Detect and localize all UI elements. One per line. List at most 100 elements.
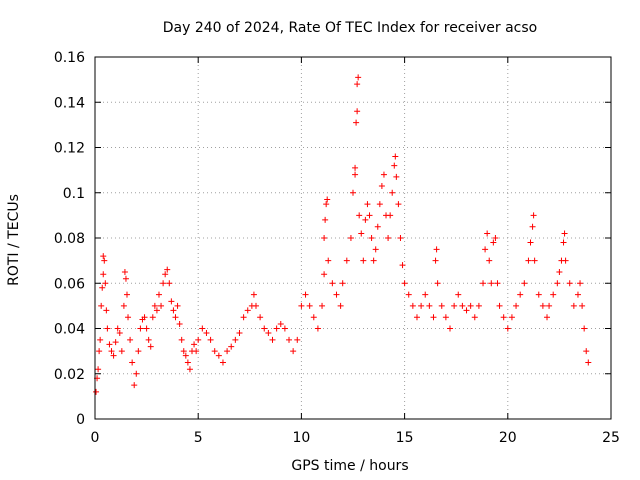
data-points — [93, 74, 592, 395]
data-point — [166, 280, 173, 287]
data-point — [455, 291, 462, 298]
data-point — [153, 307, 160, 314]
data-point — [374, 223, 381, 230]
data-point — [322, 216, 329, 223]
axis-ticks — [94, 56, 612, 420]
data-point — [535, 291, 542, 298]
data-point — [321, 271, 328, 278]
data-point — [133, 370, 140, 377]
data-point — [339, 280, 346, 287]
data-point — [581, 325, 588, 332]
x-tick-label: 20 — [499, 430, 517, 446]
y-tick-label: 0 — [76, 412, 85, 428]
data-point — [358, 230, 365, 237]
data-point — [426, 302, 433, 309]
data-point — [550, 291, 557, 298]
data-point — [324, 196, 331, 203]
data-point — [480, 280, 487, 287]
y-tick-label: 0.08 — [54, 231, 85, 247]
data-point — [118, 348, 125, 355]
data-point — [103, 307, 110, 314]
data-point — [405, 291, 412, 298]
data-point — [387, 212, 394, 219]
data-point — [232, 336, 239, 343]
data-point — [380, 171, 387, 178]
data-point — [193, 348, 200, 355]
x-tick-label: 15 — [396, 430, 414, 446]
data-point — [100, 253, 107, 260]
data-point — [513, 302, 520, 309]
data-point — [350, 189, 356, 196]
data-point — [447, 325, 454, 332]
data-point — [585, 359, 592, 366]
data-point — [122, 275, 129, 282]
data-point — [467, 302, 474, 309]
chart-title: Day 240 of 2024, Rate Of TEC Index for r… — [163, 20, 538, 36]
y-tick-label: 0.14 — [54, 95, 85, 111]
data-point — [137, 325, 144, 332]
data-point — [108, 348, 115, 355]
data-point — [112, 339, 119, 346]
y-tick-label: 0.12 — [54, 141, 85, 157]
data-point — [370, 257, 377, 264]
data-point — [393, 173, 400, 180]
data-point — [531, 257, 538, 264]
data-point — [352, 164, 359, 171]
data-point — [347, 235, 354, 241]
data-point — [224, 348, 231, 355]
data-point — [168, 298, 175, 305]
x-tick-label: 25 — [602, 430, 620, 446]
data-point — [265, 330, 272, 337]
data-point — [486, 257, 493, 264]
data-point — [160, 280, 167, 287]
data-point — [290, 348, 297, 355]
data-point — [178, 336, 185, 343]
data-point — [164, 266, 171, 273]
data-point — [314, 325, 321, 332]
data-point — [186, 366, 193, 373]
data-point — [207, 336, 214, 343]
data-point — [281, 325, 288, 332]
data-point — [395, 201, 402, 208]
data-point — [131, 382, 138, 389]
data-point — [356, 212, 363, 219]
data-point — [273, 325, 280, 332]
data-point — [366, 212, 373, 219]
data-point — [228, 343, 235, 350]
data-point — [562, 257, 569, 264]
data-point — [244, 307, 251, 314]
x-tick-labels: 0 5 10 15 20 25 — [91, 430, 620, 446]
grid-lines — [95, 57, 611, 419]
data-point — [184, 359, 191, 366]
data-point — [104, 325, 111, 332]
data-point — [120, 302, 127, 309]
data-point — [494, 280, 501, 287]
data-point — [544, 314, 551, 321]
data-point — [482, 246, 489, 253]
data-point — [372, 246, 379, 253]
data-point — [343, 257, 350, 264]
data-point — [211, 348, 218, 355]
data-point — [583, 348, 590, 355]
data-point — [158, 302, 165, 309]
data-point — [517, 291, 524, 298]
data-point — [392, 153, 399, 160]
data-point — [475, 302, 482, 309]
data-point — [106, 341, 113, 348]
data-point — [360, 257, 367, 264]
data-point — [191, 341, 198, 348]
data-point — [277, 320, 284, 327]
data-point — [432, 257, 439, 264]
data-point — [378, 182, 385, 189]
data-point — [556, 268, 563, 275]
data-point — [484, 230, 491, 237]
data-point — [298, 302, 305, 309]
data-point — [125, 314, 132, 321]
data-point — [96, 348, 103, 355]
data-point — [579, 302, 586, 309]
data-point — [182, 352, 189, 359]
data-point — [496, 302, 503, 309]
data-point — [352, 171, 359, 178]
data-point — [123, 291, 130, 298]
data-point — [261, 325, 268, 332]
